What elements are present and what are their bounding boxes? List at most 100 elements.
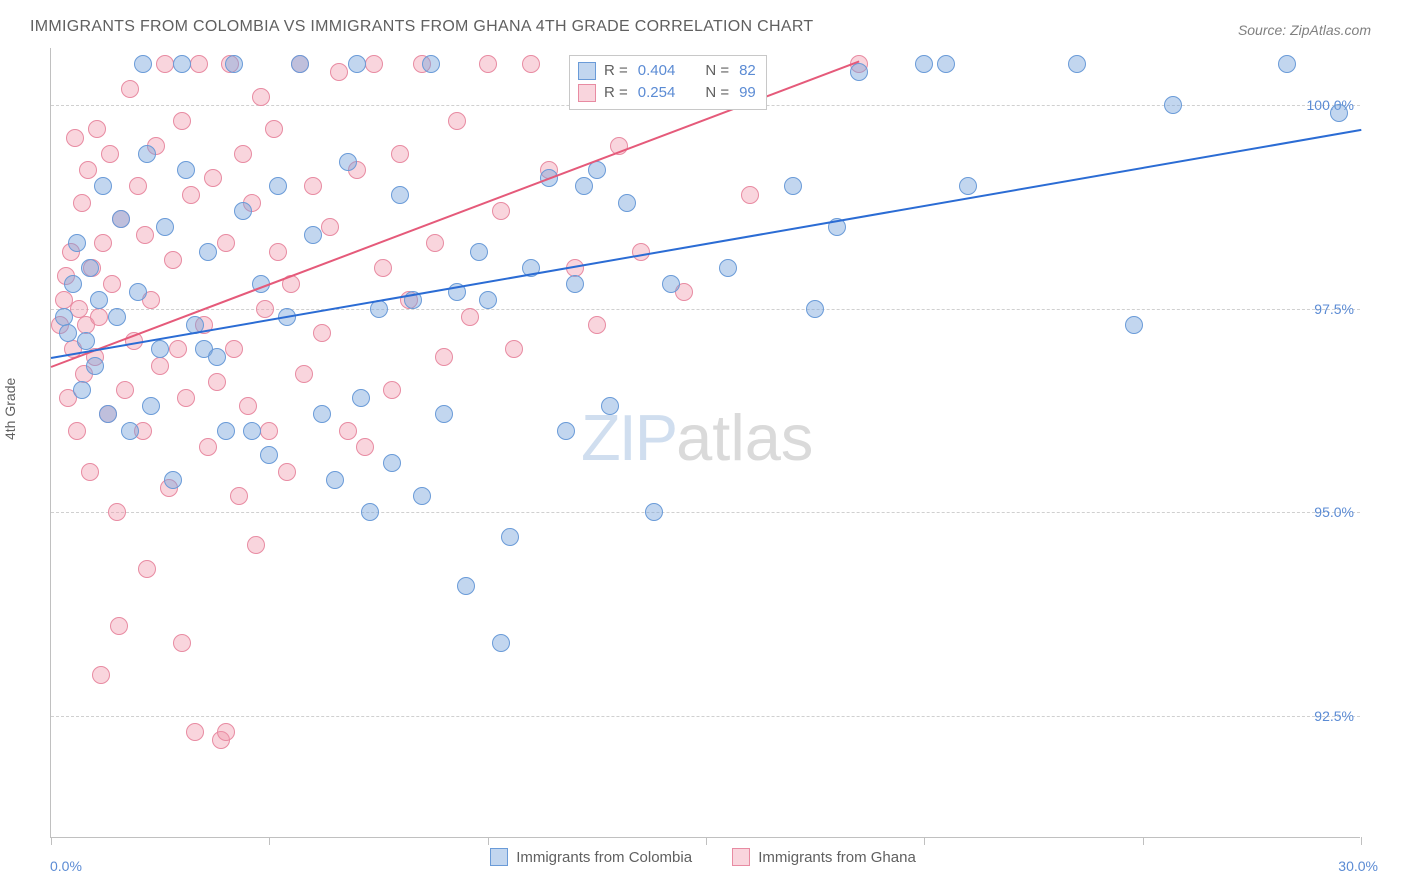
- grid-line: [51, 309, 1360, 310]
- point-pink: [173, 112, 191, 130]
- point-pink: [461, 308, 479, 326]
- point-pink: [70, 300, 88, 318]
- point-pink: [151, 357, 169, 375]
- point-pink: [173, 634, 191, 652]
- point-pink: [448, 112, 466, 130]
- trend-line-blue: [51, 129, 1361, 359]
- point-pink: [204, 169, 222, 187]
- point-blue: [112, 210, 130, 228]
- point-blue: [77, 332, 95, 350]
- point-blue: [435, 405, 453, 423]
- y-axis-label: 4th Grade: [2, 378, 18, 440]
- point-blue: [291, 55, 309, 73]
- point-blue: [173, 55, 191, 73]
- point-pink: [177, 389, 195, 407]
- point-pink: [225, 340, 243, 358]
- point-pink: [304, 177, 322, 195]
- grid-line: [51, 716, 1360, 717]
- x-tick: [706, 837, 707, 845]
- legend-label-blue: Immigrants from Colombia: [516, 849, 692, 866]
- stats-row: R =0.254N =99: [578, 82, 756, 104]
- point-pink: [90, 308, 108, 326]
- point-blue: [1068, 55, 1086, 73]
- point-pink: [217, 723, 235, 741]
- point-pink: [94, 234, 112, 252]
- point-blue: [164, 471, 182, 489]
- point-blue: [361, 503, 379, 521]
- point-pink: [278, 463, 296, 481]
- point-pink: [479, 55, 497, 73]
- y-tick-label: 97.5%: [1314, 301, 1354, 317]
- point-blue: [208, 348, 226, 366]
- point-pink: [435, 348, 453, 366]
- point-pink: [110, 617, 128, 635]
- point-blue: [99, 405, 117, 423]
- point-blue: [422, 55, 440, 73]
- point-pink: [252, 88, 270, 106]
- point-pink: [295, 365, 313, 383]
- point-pink: [92, 666, 110, 684]
- point-blue: [94, 177, 112, 195]
- point-pink: [138, 560, 156, 578]
- point-pink: [68, 422, 86, 440]
- point-pink: [108, 503, 126, 521]
- point-pink: [374, 259, 392, 277]
- point-blue: [352, 389, 370, 407]
- stats-row: R =0.404N =82: [578, 60, 756, 82]
- point-pink: [230, 487, 248, 505]
- point-pink: [88, 120, 106, 138]
- point-blue: [134, 55, 152, 73]
- point-pink: [121, 80, 139, 98]
- point-pink: [339, 422, 357, 440]
- point-blue: [348, 55, 366, 73]
- point-blue: [1125, 316, 1143, 334]
- point-blue: [806, 300, 824, 318]
- point-pink: [256, 300, 274, 318]
- point-blue: [64, 275, 82, 293]
- point-pink: [260, 422, 278, 440]
- point-blue: [575, 177, 593, 195]
- point-pink: [522, 55, 540, 73]
- point-pink: [164, 251, 182, 269]
- point-blue: [937, 55, 955, 73]
- point-blue: [121, 422, 139, 440]
- x-tick: [269, 837, 270, 845]
- point-blue: [86, 357, 104, 375]
- point-pink: [129, 177, 147, 195]
- y-tick-label: 92.5%: [1314, 708, 1354, 724]
- grid-line: [51, 512, 1360, 513]
- x-tick: [1361, 837, 1362, 845]
- point-pink: [356, 438, 374, 456]
- point-blue: [225, 55, 243, 73]
- point-pink: [265, 120, 283, 138]
- point-pink: [505, 340, 523, 358]
- plot-area: 92.5%95.0%97.5%100.0%ZIPatlasR =0.404N =…: [50, 48, 1360, 838]
- point-pink: [632, 243, 650, 261]
- point-blue: [234, 202, 252, 220]
- point-pink: [103, 275, 121, 293]
- point-blue: [199, 243, 217, 261]
- stats-legend: R =0.404N =82R =0.254N =99: [569, 55, 767, 110]
- point-pink: [492, 202, 510, 220]
- y-tick-label: 95.0%: [1314, 504, 1354, 520]
- point-blue: [129, 283, 147, 301]
- point-pink: [66, 129, 84, 147]
- bottom-legend: Immigrants from Colombia Immigrants from…: [0, 848, 1406, 870]
- legend-item-pink: Immigrants from Ghana: [732, 848, 916, 866]
- point-blue: [557, 422, 575, 440]
- point-blue: [662, 275, 680, 293]
- x-tick: [488, 837, 489, 845]
- x-tick: [51, 837, 52, 845]
- source-label: Source: ZipAtlas.com: [1238, 22, 1371, 38]
- point-pink: [313, 324, 331, 342]
- point-pink: [391, 145, 409, 163]
- point-pink: [208, 373, 226, 391]
- point-pink: [186, 723, 204, 741]
- point-blue: [90, 291, 108, 309]
- legend-item-blue: Immigrants from Colombia: [490, 848, 692, 866]
- point-blue: [68, 234, 86, 252]
- legend-label-pink: Immigrants from Ghana: [758, 849, 916, 866]
- point-blue: [1164, 96, 1182, 114]
- point-blue: [719, 259, 737, 277]
- point-blue: [269, 177, 287, 195]
